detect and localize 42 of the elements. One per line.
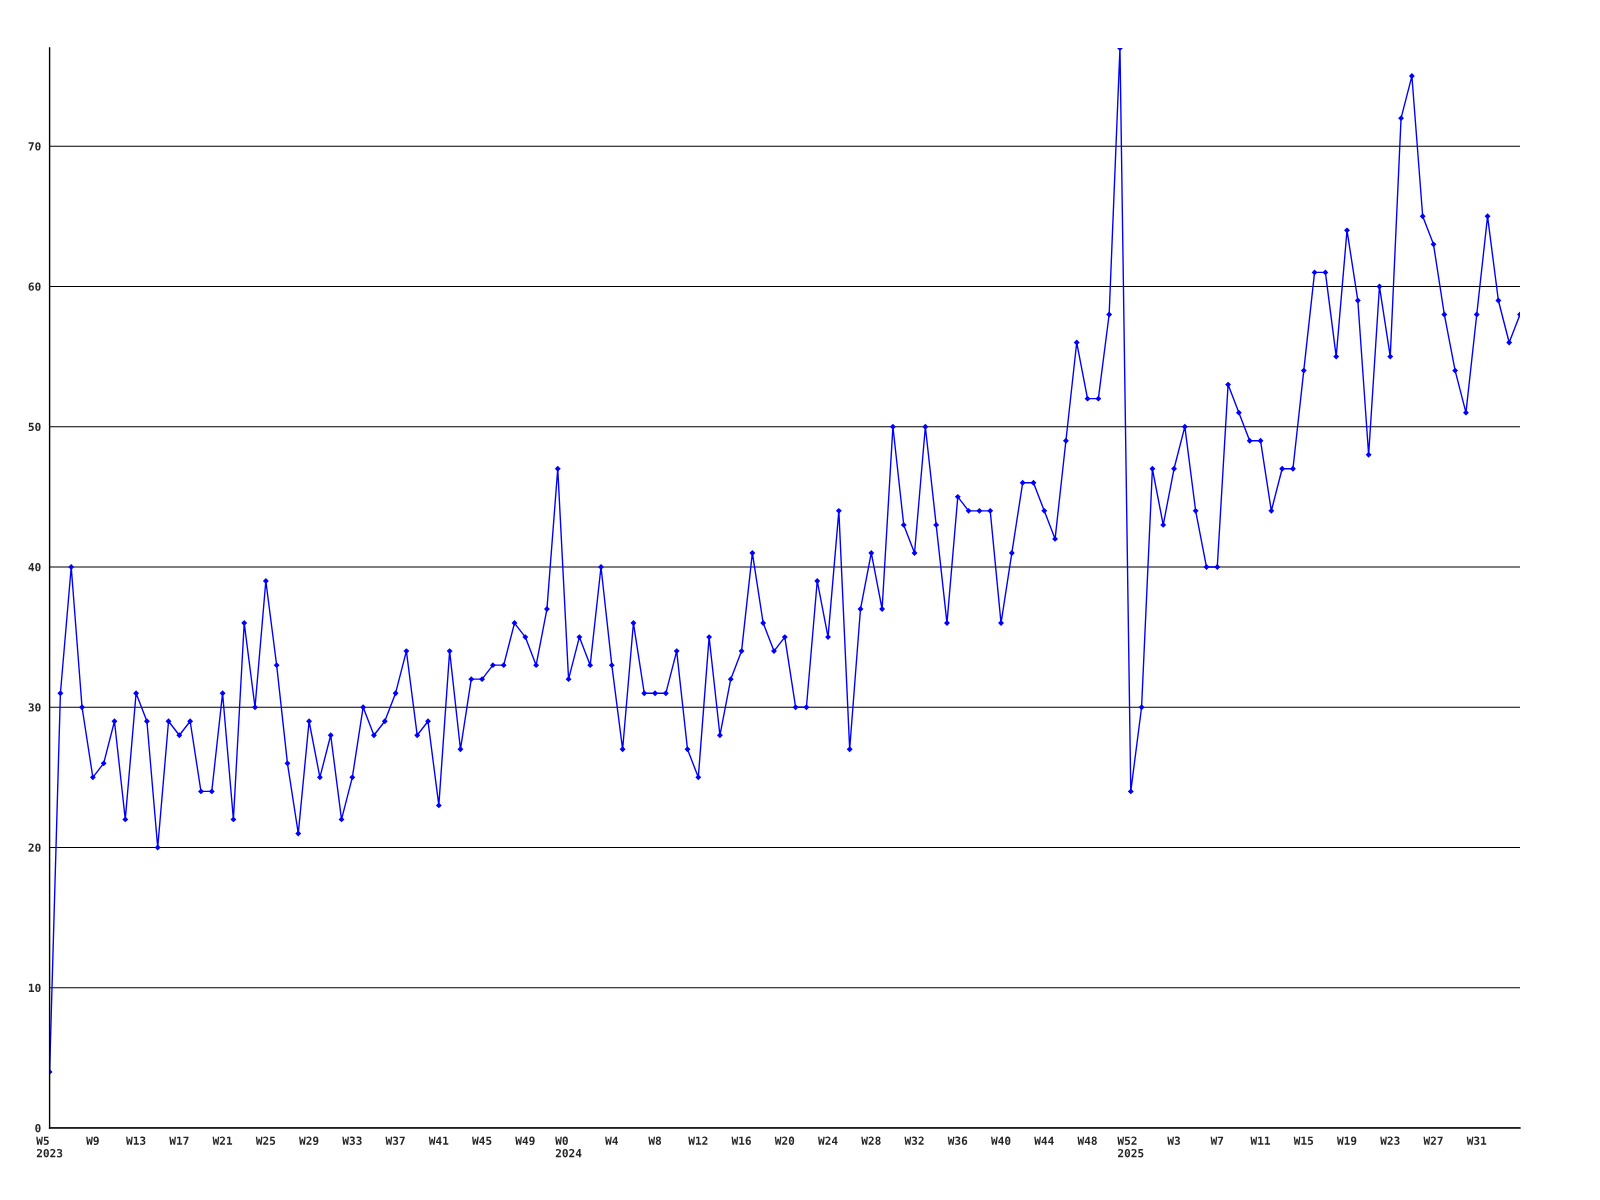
x-tick-label: W41 xyxy=(428,1136,449,1145)
x-tick-label: W5 2023 xyxy=(36,1136,63,1158)
x-tick-label: W28 xyxy=(861,1136,881,1145)
x-tick-label: W23 xyxy=(1380,1136,1400,1145)
x-tick-label: W31 xyxy=(1466,1136,1487,1145)
y-tick-label: 70 xyxy=(28,142,41,151)
x-tick-label: W32 xyxy=(904,1136,924,1145)
x-tick-label: W13 xyxy=(126,1136,146,1145)
y-tick-label: 40 xyxy=(28,562,41,572)
x-tick-label: W48 xyxy=(1077,1136,1097,1145)
x-tick-label: W20 xyxy=(774,1136,795,1145)
x-tick-label: W49 xyxy=(515,1136,535,1145)
y-tick-label: 0 xyxy=(35,1123,41,1133)
x-tick-label: W40 xyxy=(991,1136,1011,1145)
x-tick-label: W9 xyxy=(86,1136,99,1145)
y-tick-label: 10 xyxy=(28,983,41,993)
x-tick-label: W45 xyxy=(472,1136,492,1145)
x-tick-label: W21 xyxy=(212,1136,233,1145)
x-tick-label: W36 xyxy=(947,1136,968,1145)
x-tick-label: W17 xyxy=(169,1136,189,1145)
x-tick-label: W24 xyxy=(818,1136,838,1145)
x-tick-label: W4 xyxy=(605,1136,618,1145)
x-tick-label: W37 xyxy=(385,1136,405,1145)
x-tick-label: W0 2024 xyxy=(555,1136,582,1158)
x-tick-label: W8 xyxy=(648,1136,662,1145)
y-tick-label: 60 xyxy=(28,282,41,291)
x-tick-label: W27 xyxy=(1423,1136,1443,1145)
x-tick-label: W19 xyxy=(1336,1136,1357,1145)
x-tick-label: W44 xyxy=(1034,1136,1054,1145)
x-tick-label: W33 xyxy=(342,1136,362,1145)
x-tick-label: W15 xyxy=(1293,1136,1314,1145)
x-tick-label: W12 xyxy=(688,1136,708,1145)
x-tick-label: W11 xyxy=(1250,1136,1271,1145)
y-tick-label: 20 xyxy=(28,843,41,852)
x-tick-label: W25 xyxy=(255,1136,276,1145)
x-tick-label: W52 2025 xyxy=(1117,1136,1144,1158)
y-tick-label: 30 xyxy=(28,703,41,712)
x-tick-label: W16 xyxy=(731,1136,751,1145)
x-tick-label: W29 xyxy=(299,1136,319,1145)
x-tick-label: W3 xyxy=(1167,1136,1180,1145)
x-tick-label: W7 xyxy=(1210,1136,1224,1145)
y-tick-label: 50 xyxy=(28,422,41,432)
